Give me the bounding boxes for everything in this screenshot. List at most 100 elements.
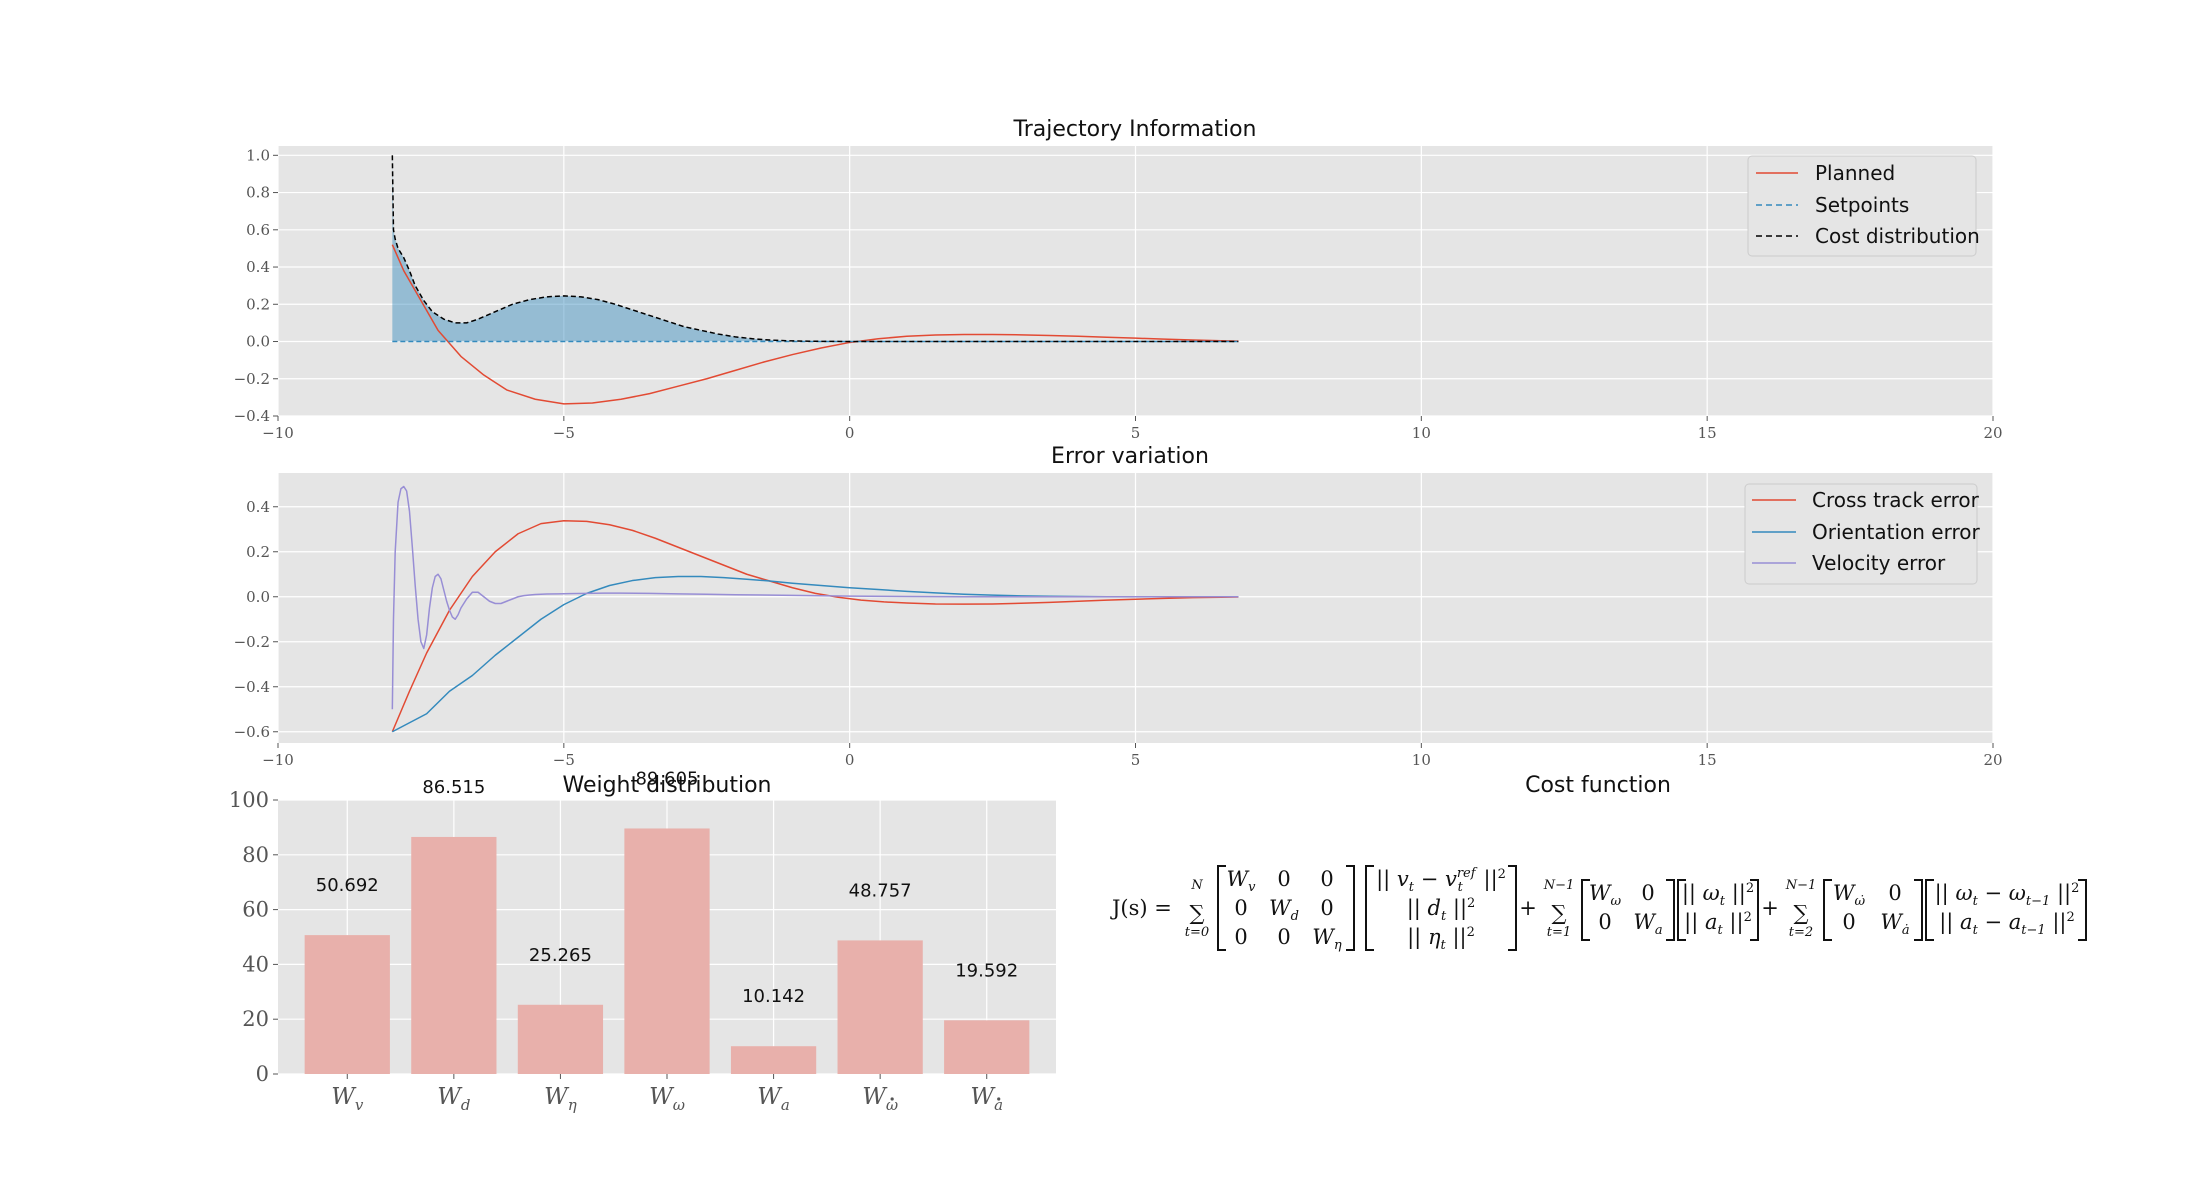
weight-xtick-label-sub: d <box>461 1096 471 1114</box>
cost-function-panel: Cost function J(s) = N ∑ t=0 Wv 0 0 0 Wd… <box>1110 773 2087 953</box>
weight-bar <box>837 940 923 1074</box>
sum3-lower: t=2 <box>1789 925 1813 940</box>
weight-xtick-label-base: W <box>649 1084 675 1110</box>
legend-label-cost-distribution: Cost distribution <box>1815 224 1980 248</box>
weight-xtick-label-sub: v <box>355 1096 364 1114</box>
legend-label-orientation-error: Orientation error <box>1812 520 1980 544</box>
legend-label-setpoints: Setpoints <box>1815 193 1909 217</box>
trajectory-ytick-label: 1.0 <box>246 146 270 164</box>
m2-cell-1-1: Wa <box>1633 910 1662 938</box>
weight-xtick-dot <box>997 1097 1001 1101</box>
legend-label-planned: Planned <box>1815 161 1895 185</box>
m3-cell-1-1: Wȧ <box>1880 910 1909 938</box>
weight-ytick-label: 60 <box>242 898 269 922</box>
trajectory-series <box>391 155 1239 405</box>
error-xtick-label: 15 <box>1698 751 1717 769</box>
v1-right-bracket <box>1508 865 1517 951</box>
v3-right-bracket <box>2078 879 2087 941</box>
m3-cell-0-0: Wω̇ <box>1833 881 1866 909</box>
m3-left-bracket <box>1823 879 1832 941</box>
error-xtick-label: −5 <box>553 751 575 769</box>
m1-cell-1-0: 0 <box>1234 896 1247 920</box>
trajectory-tick-labels: −10 −5 0 5 10 15 20 −0.4 −0.2 0.0 0.2 0.4 0.6 0.8 1.0 <box>234 146 2003 442</box>
error-ytick-label: 0.2 <box>246 543 270 561</box>
weight-xtick-label-base: W <box>757 1084 783 1110</box>
m3-cell-1-0: 0 <box>1842 910 1855 934</box>
m1-right-bracket <box>1346 865 1355 951</box>
sum1-sigma: ∑ <box>1190 901 1205 925</box>
m2-right-bracket <box>1666 879 1675 941</box>
weight-xtick-label-base: W <box>970 1084 996 1110</box>
m2-cell-0-0: Wω <box>1589 881 1622 909</box>
m1-left-bracket <box>1217 865 1226 951</box>
error-xtick-label: 5 <box>1131 751 1141 769</box>
trajectory-legend: Planned Setpoints Cost distribution <box>1747 155 1980 257</box>
error-legend-box <box>1744 483 1978 585</box>
weight-bar-value-label: 19.592 <box>955 960 1018 981</box>
error-plot: −10 −5 0 5 10 15 20 −0.6 −0.4 −0.2 0.0 0.2 0.4 Error… <box>234 444 2003 769</box>
weight-xtick-label: Wω <box>862 1084 898 1114</box>
weight-bar <box>517 1004 604 1074</box>
sum3-sigma: ∑ <box>1794 901 1809 925</box>
weight-bars: 50.692 86.515 25.265 89.605 10.142 48.757 19.5… <box>304 768 1030 1074</box>
weight-xtick-label-sub: ω <box>673 1096 685 1114</box>
cost-function-equation: J(s) = N ∑ t=0 Wv 0 0 0 Wd 0 0 0 Wη || v… <box>1110 865 2087 953</box>
trajectory-ytick-label: 0.6 <box>246 221 270 239</box>
v1-row-1: || dt ||2 <box>1407 896 1476 924</box>
m1-cell-1-1: Wd <box>1269 896 1299 924</box>
weight-ytick-label: 20 <box>242 1007 269 1031</box>
weight-xtick-label-sub: a <box>781 1096 790 1114</box>
sum3-upper: N−1 <box>1785 878 1817 893</box>
trajectory-xtick-label: −5 <box>553 424 575 442</box>
trajectory-ytick-label: 0.0 <box>246 333 270 351</box>
weight-xtick-label: Wd <box>437 1084 470 1114</box>
weight-xtick-label: Wη <box>544 1084 577 1114</box>
m3-right-bracket <box>1914 879 1923 941</box>
v2-row-0: || ωt ||2 <box>1682 881 1754 909</box>
v1-left-bracket <box>1365 865 1374 951</box>
trajectory-plot: −10 −5 0 5 10 15 20−0.4−0.20.00.20.40.60.81.0 … <box>234 117 2003 442</box>
error-series <box>391 485 1239 733</box>
weight-bar <box>411 836 497 1074</box>
trajectory-xtick-label: 0 <box>845 424 855 442</box>
weight-bar-value-label: 89.605 <box>636 768 699 789</box>
sum2-lower: t=1 <box>1547 925 1571 940</box>
trajectory-fill-cost-distribution <box>392 155 1239 342</box>
m1-cell-2-2: Wη <box>1312 925 1342 953</box>
equation-lhs: J(s) = <box>1110 896 1172 920</box>
m1-cell-0-2: 0 <box>1320 867 1333 891</box>
weight-xtick-dot <box>890 1097 894 1101</box>
error-xtick-label: 0 <box>845 751 855 769</box>
weight-xtick-label-base: W <box>331 1084 357 1110</box>
trajectory-legend-box <box>1747 155 1977 257</box>
trajectory-xtick-label: 20 <box>1983 424 2002 442</box>
error-title: Error variation <box>1051 444 1209 469</box>
error-line-velocity-error <box>391 485 1239 710</box>
weight-xtick-label-sub: ω <box>886 1096 898 1114</box>
sum2-upper: N−1 <box>1543 878 1575 893</box>
trajectory-title: Trajectory Information <box>1013 117 1257 142</box>
trajectory-xtick-label: 10 <box>1412 424 1431 442</box>
weight-bar <box>730 1046 817 1074</box>
weight-xtick-label: Wω <box>649 1084 685 1114</box>
sum2-sigma: ∑ <box>1552 901 1567 925</box>
v2-left-bracket <box>1677 879 1686 941</box>
plus-1: + <box>1519 896 1537 920</box>
m2-left-bracket <box>1581 879 1590 941</box>
v3-left-bracket <box>1925 879 1934 941</box>
m1-cell-2-0: 0 <box>1234 925 1247 949</box>
sum1-lower: t=0 <box>1185 925 1209 940</box>
error-ytick-label: 0.4 <box>246 498 270 516</box>
error-legend: Cross track error Orientation error Velo… <box>1744 483 1980 585</box>
sum1-upper: N <box>1190 878 1203 893</box>
m3-cell-0-1: 0 <box>1888 881 1901 905</box>
weight-xtick-label-base: W <box>862 1084 888 1110</box>
weight-ytick-label: 100 <box>229 788 269 812</box>
trajectory-xtick-label: −10 <box>262 424 294 442</box>
m1-cell-1-2: 0 <box>1320 896 1333 920</box>
weight-bar-value-label: 25.265 <box>529 945 592 966</box>
trajectory-xtick-label: 15 <box>1698 424 1717 442</box>
v2-right-bracket <box>1750 879 1759 941</box>
